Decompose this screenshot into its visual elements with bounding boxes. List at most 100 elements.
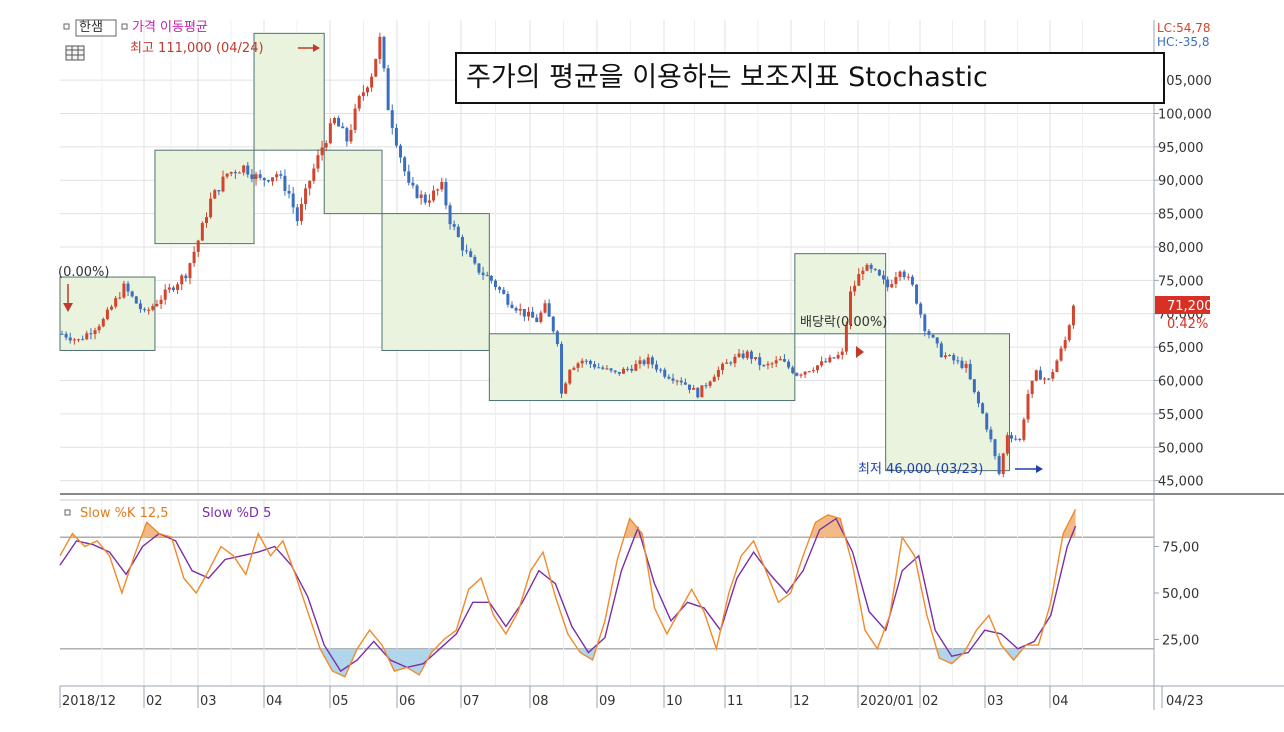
square-icon bbox=[121, 23, 128, 30]
legend-k: Slow %K 12,5 bbox=[80, 506, 169, 521]
candle-body bbox=[844, 324, 848, 352]
candle-body bbox=[427, 200, 431, 203]
x-tick-label: 04 bbox=[1052, 694, 1069, 709]
stochastic-panel-background bbox=[60, 500, 1154, 686]
candle-body bbox=[721, 363, 725, 371]
indicator-label[interactable]: 가격 이동평균 bbox=[132, 20, 208, 35]
candle-body bbox=[597, 367, 601, 369]
candle-body bbox=[824, 361, 828, 363]
candle-body bbox=[522, 308, 526, 317]
price-y-tick-label: 65,000 bbox=[1158, 341, 1204, 356]
high-arrow-icon bbox=[313, 44, 320, 52]
range-box bbox=[154, 149, 255, 245]
x-tick-label: 10 bbox=[666, 694, 683, 709]
candle-body bbox=[877, 269, 881, 276]
range-box bbox=[488, 333, 796, 402]
candle-body bbox=[233, 172, 237, 174]
candle-body bbox=[849, 291, 853, 325]
candle-body bbox=[840, 351, 844, 355]
candle-body bbox=[423, 194, 427, 203]
candle-body bbox=[906, 276, 910, 278]
candle-body bbox=[609, 368, 613, 371]
candle-body bbox=[997, 456, 1001, 474]
candle-body bbox=[320, 147, 324, 156]
x-axis-current-date: 04/23 bbox=[1166, 694, 1203, 709]
candle-body bbox=[283, 175, 287, 191]
candle-body bbox=[514, 307, 518, 311]
candle-body bbox=[754, 357, 758, 360]
candle-body bbox=[411, 182, 415, 186]
candle-body bbox=[126, 283, 130, 292]
candle-body bbox=[229, 172, 233, 174]
candle-body bbox=[365, 87, 369, 93]
x-tick-label: 2018/12 bbox=[62, 694, 116, 709]
candle-body bbox=[316, 155, 320, 169]
candle-body bbox=[543, 303, 547, 313]
candle-body bbox=[1063, 340, 1067, 349]
price-y-tick-label: 55,000 bbox=[1158, 408, 1204, 423]
candle-body bbox=[225, 173, 229, 177]
candle-body bbox=[72, 339, 76, 341]
stock-name-box bbox=[75, 19, 117, 37]
candle-body bbox=[134, 296, 138, 304]
candle-body bbox=[526, 311, 530, 317]
x-tick-label: 09 bbox=[599, 694, 616, 709]
candle-body bbox=[489, 275, 493, 281]
candle-body bbox=[886, 279, 890, 288]
candle-body bbox=[407, 171, 411, 183]
candle-body bbox=[357, 96, 361, 109]
candle-body bbox=[968, 363, 972, 380]
stock-name[interactable]: 한샘 bbox=[79, 20, 103, 35]
candle-body bbox=[221, 176, 225, 192]
candle-body bbox=[1047, 378, 1051, 380]
x-tick-label: 03 bbox=[987, 694, 1004, 709]
candle-body bbox=[1059, 348, 1063, 361]
candle-body bbox=[122, 283, 126, 298]
candle-body bbox=[770, 363, 774, 365]
candle-body bbox=[663, 369, 667, 377]
candle-body bbox=[898, 271, 902, 278]
candle-body bbox=[378, 36, 382, 59]
candle-body bbox=[485, 275, 489, 277]
x-tick-label: 12 bbox=[793, 694, 810, 709]
candle-body bbox=[923, 314, 927, 332]
candle-body bbox=[894, 277, 898, 285]
candle-body bbox=[477, 263, 481, 273]
candle-body bbox=[291, 193, 295, 208]
candle-body bbox=[1038, 370, 1042, 380]
candle-body bbox=[337, 118, 341, 127]
candle-body bbox=[675, 380, 679, 382]
candle-body bbox=[774, 360, 778, 364]
candle-body bbox=[580, 360, 584, 364]
overbought-fill bbox=[60, 509, 1076, 538]
candle-body bbox=[312, 168, 316, 181]
table-icon[interactable] bbox=[65, 45, 85, 61]
candle-body bbox=[332, 118, 336, 124]
candle-body bbox=[576, 363, 580, 368]
x-tick-label: 02 bbox=[922, 694, 939, 709]
candle-body bbox=[403, 157, 407, 172]
candle-body bbox=[448, 205, 452, 225]
candle-body bbox=[143, 309, 147, 311]
candle-body bbox=[254, 174, 258, 179]
candle-body bbox=[370, 76, 374, 88]
candle-body bbox=[452, 224, 456, 227]
stoch-y-tick-label: 75,00 bbox=[1162, 541, 1199, 556]
candle-body bbox=[299, 203, 303, 222]
candle-body bbox=[919, 303, 923, 315]
candle-body bbox=[762, 365, 766, 367]
candle-body bbox=[287, 190, 291, 194]
headline: 주가의 평균을 이용하는 보조지표 Stochastic bbox=[455, 52, 1165, 104]
candle-body bbox=[192, 251, 196, 264]
candle-body bbox=[642, 360, 646, 365]
candle-body bbox=[118, 297, 122, 299]
candle-body bbox=[279, 174, 283, 176]
candle-body bbox=[861, 270, 865, 275]
x-tick-label: 08 bbox=[532, 694, 549, 709]
stochastic-lines bbox=[59, 508, 1077, 678]
candle-body bbox=[791, 367, 795, 374]
candle-body bbox=[328, 123, 332, 144]
candle-body bbox=[749, 351, 753, 360]
candle-body bbox=[857, 274, 861, 286]
